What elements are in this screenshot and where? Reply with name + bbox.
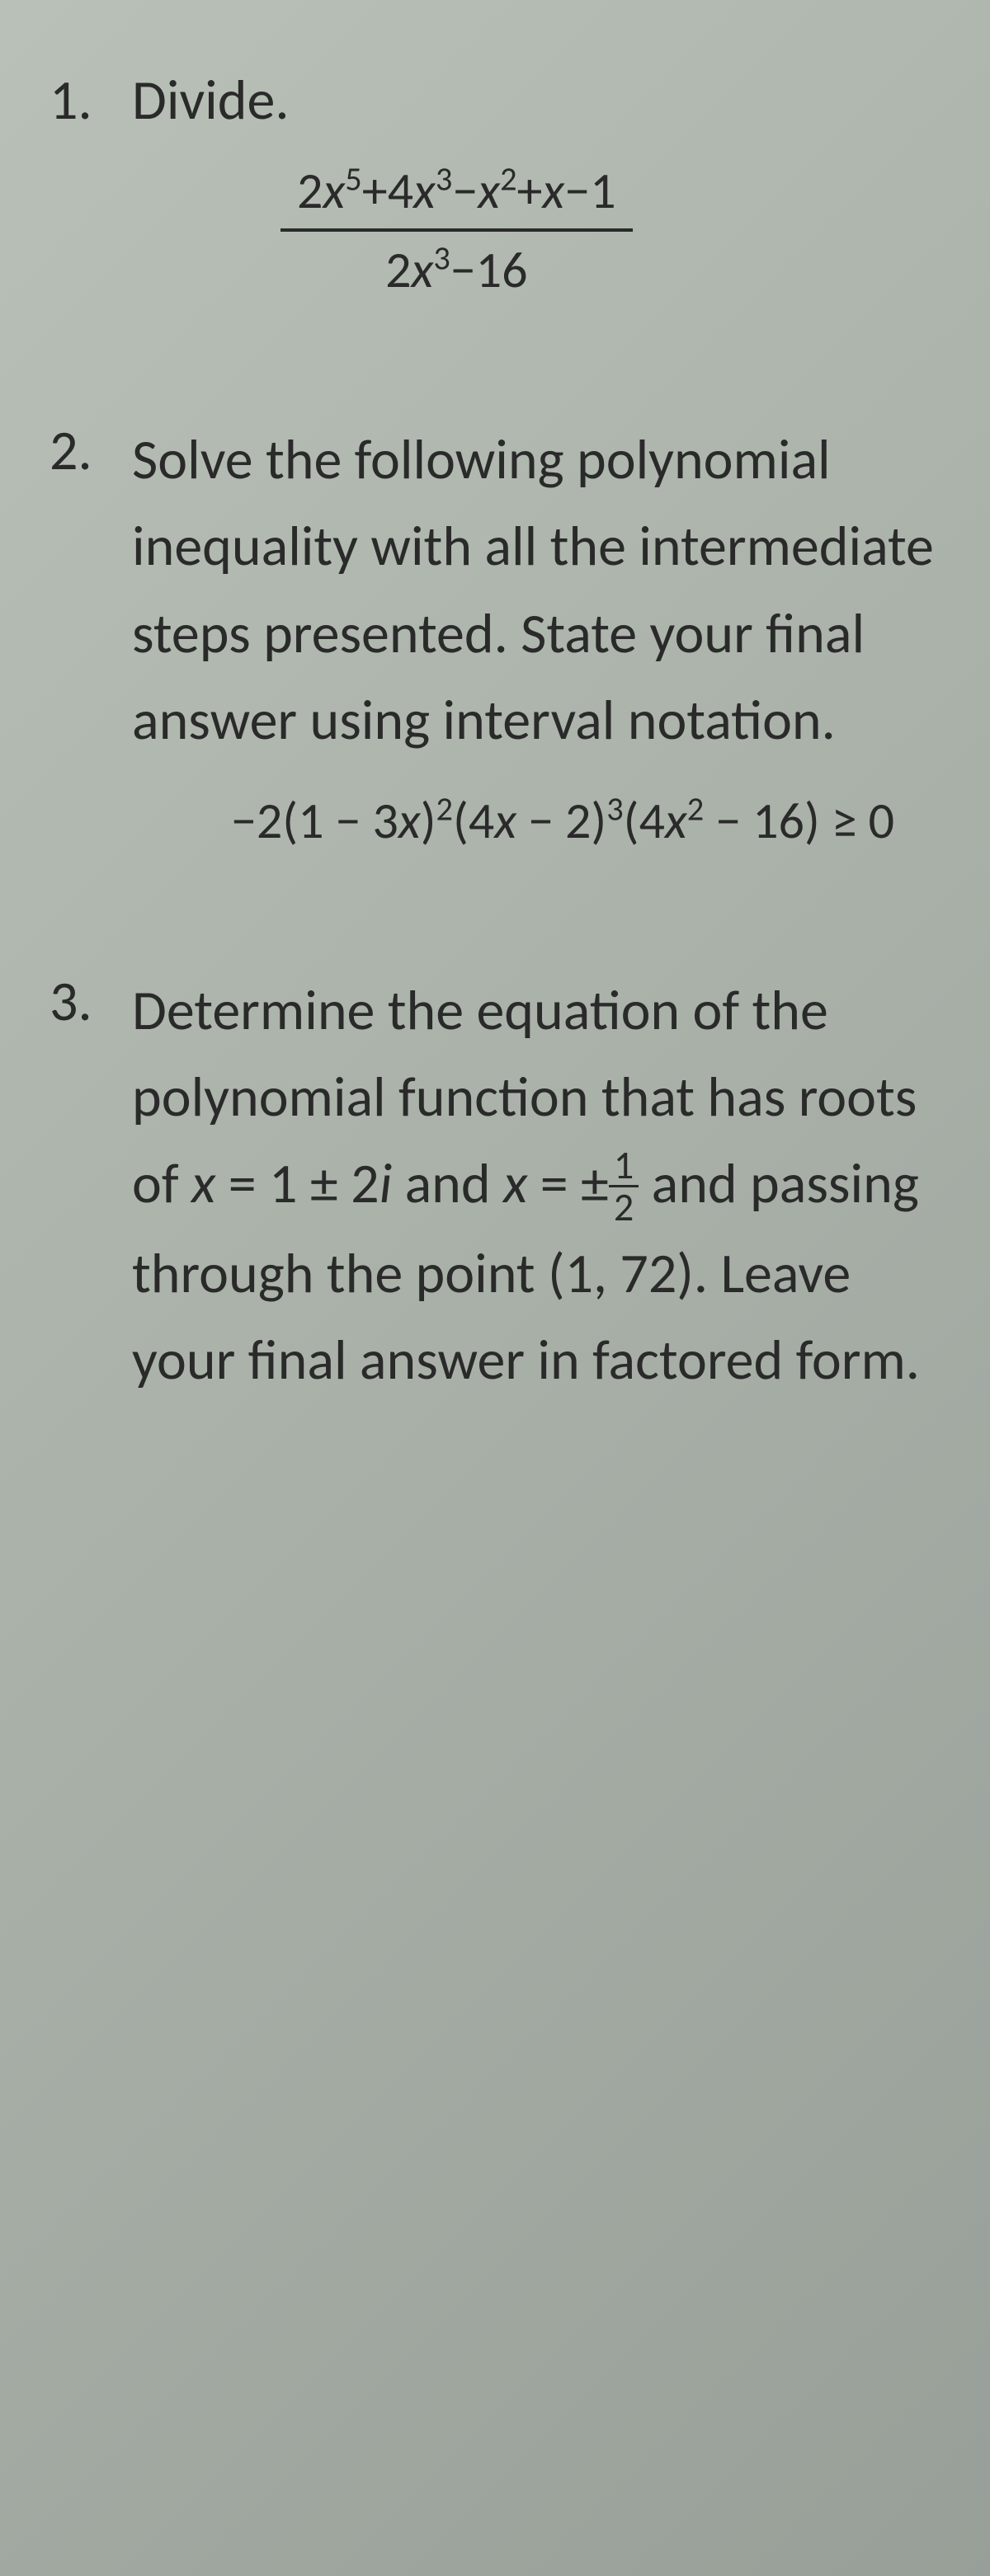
problem-header: 1. Divide. 2x5+4x3−x2+x−1 2x3−16 <box>50 66 940 301</box>
problem-header: 3. Determine the equation of the polynom… <box>50 967 940 1404</box>
problem-3: 3. Determine the equation of the polynom… <box>50 967 940 1404</box>
problem-equation: −2(1 − 3x)2(4x − 2)3(4x2 − 16) ≥ 0 <box>231 789 940 852</box>
problem-prose: Determine the equation of the polynomial… <box>132 967 940 1404</box>
problem-content: Determine the equation of the polynomial… <box>132 967 940 1404</box>
fraction-denominator: 2x3−16 <box>280 232 633 301</box>
inline-equation-2: x = ±12 <box>503 1149 639 1218</box>
inline-equation-1: x = 1 ± 2i <box>191 1149 392 1218</box>
problem-1: 1. Divide. 2x5+4x3−x2+x−1 2x3−16 <box>50 66 940 301</box>
problem-number: 3. <box>50 967 107 1036</box>
problem-prose: Solve the following polynomial inequalit… <box>132 416 940 764</box>
problem-content: Divide. 2x5+4x3−x2+x−1 2x3−16 <box>132 66 940 301</box>
fraction-expression: 2x5+4x3−x2+x−1 2x3−16 <box>280 159 633 301</box>
problem-number: 2. <box>50 416 107 485</box>
problem-label: Divide. <box>132 66 940 134</box>
prose-part-2: and <box>405 1149 503 1218</box>
problem-number: 1. <box>50 66 107 134</box>
problem-content: Solve the following polynomial inequalit… <box>132 416 940 852</box>
fraction-numerator: 2x5+4x3−x2+x−1 <box>280 159 633 232</box>
problem-header: 2. Solve the following polynomial inequa… <box>50 416 940 852</box>
problem-2: 2. Solve the following polynomial inequa… <box>50 416 940 852</box>
